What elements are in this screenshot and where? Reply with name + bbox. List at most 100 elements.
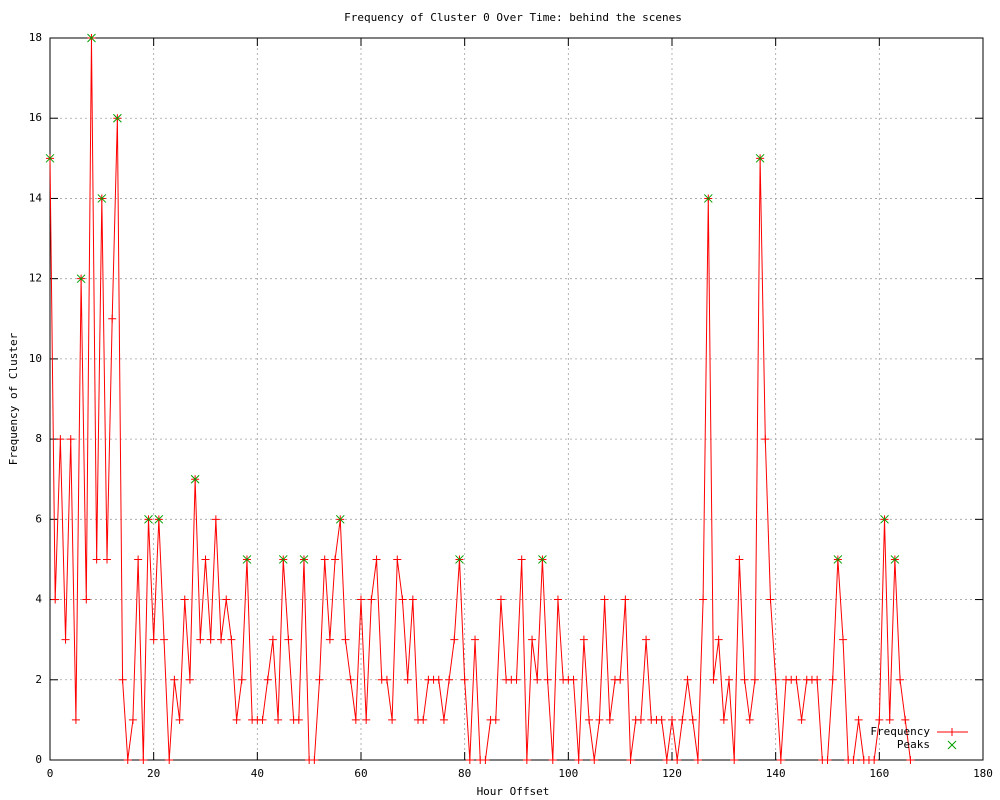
point-marker	[517, 555, 526, 564]
point-marker	[823, 756, 832, 764]
x-tick-label: 140	[766, 767, 786, 780]
y-tick-label: 6	[35, 512, 42, 525]
point-marker	[87, 33, 96, 43]
point-marker	[880, 514, 889, 524]
point-marker	[792, 675, 801, 684]
point-marker	[263, 675, 272, 684]
point-marker	[616, 675, 625, 684]
point-marker	[82, 595, 91, 604]
point-marker	[372, 555, 381, 564]
point-marker	[367, 595, 376, 604]
y-tick-label: 2	[35, 673, 42, 686]
point-marker	[45, 153, 55, 163]
point-marker	[403, 675, 412, 684]
point-marker	[626, 756, 635, 764]
y-tick-label: 14	[29, 191, 43, 204]
y-tick-label: 8	[35, 432, 42, 445]
point-marker	[66, 435, 75, 444]
point-marker	[128, 715, 137, 724]
point-marker	[71, 715, 80, 724]
point-marker	[439, 715, 448, 724]
point-marker	[901, 715, 910, 724]
point-marker	[735, 555, 744, 564]
point-marker	[294, 715, 303, 724]
point-marker	[434, 675, 443, 684]
point-marker	[896, 675, 905, 684]
point-marker	[512, 675, 521, 684]
point-marker	[331, 555, 340, 564]
y-tick-label: 16	[29, 111, 42, 124]
point-marker	[849, 756, 858, 764]
point-marker	[590, 756, 599, 764]
point-marker	[170, 675, 179, 684]
y-tick-label: 4	[35, 593, 42, 606]
point-marker	[201, 555, 210, 564]
point-marker	[636, 715, 645, 724]
x-tick-label: 20	[147, 767, 160, 780]
point-marker	[522, 756, 531, 764]
point-marker	[703, 194, 713, 203]
point-marker	[725, 675, 734, 684]
legend-label: Peaks	[897, 738, 930, 751]
point-marker	[398, 595, 407, 604]
point-marker	[56, 435, 65, 444]
y-tick-label: 18	[29, 31, 42, 44]
point-marker	[139, 756, 148, 764]
point-marker	[144, 514, 153, 524]
point-marker	[408, 595, 417, 604]
point-marker	[455, 555, 464, 564]
point-marker	[284, 635, 293, 644]
x-tick-label: 100	[558, 767, 578, 780]
point-marker	[325, 635, 334, 644]
point-marker	[211, 515, 220, 524]
point-marker	[678, 715, 687, 724]
point-marker	[206, 635, 215, 644]
point-marker	[605, 715, 614, 724]
point-marker	[217, 635, 226, 644]
point-marker	[382, 675, 391, 684]
x-tick-label: 60	[354, 767, 367, 780]
point-marker	[222, 595, 231, 604]
x-tick-label: 40	[251, 767, 264, 780]
point-marker	[906, 756, 915, 764]
point-marker	[579, 635, 588, 644]
point-marker	[481, 756, 490, 764]
point-marker	[278, 555, 288, 564]
point-marker	[553, 595, 562, 604]
point-marker	[673, 756, 682, 764]
point-marker	[362, 715, 371, 724]
point-marker	[61, 635, 70, 644]
point-marker	[108, 314, 117, 323]
point-marker	[528, 635, 537, 644]
point-marker	[642, 635, 651, 644]
point-marker	[668, 715, 676, 724]
point-marker	[533, 675, 542, 684]
point-marker	[242, 555, 252, 564]
point-marker	[445, 675, 454, 684]
point-marker	[548, 756, 557, 764]
point-marker	[335, 514, 345, 524]
point-marker	[299, 555, 309, 564]
point-marker	[393, 555, 402, 564]
point-marker	[714, 635, 723, 644]
point-marker	[761, 435, 770, 444]
point-marker	[496, 595, 505, 604]
point-marker	[315, 675, 324, 684]
point-marker	[813, 675, 822, 684]
point-marker	[699, 595, 708, 604]
point-marker	[538, 555, 547, 564]
point-marker	[854, 715, 863, 724]
point-marker	[870, 756, 879, 764]
y-tick-label: 12	[29, 272, 42, 285]
x-axis-label: Hour Offset	[477, 785, 550, 798]
point-marker	[585, 715, 594, 724]
point-marker	[160, 635, 169, 644]
point-marker	[419, 715, 428, 724]
point-marker	[709, 675, 718, 684]
point-marker	[662, 756, 671, 764]
point-marker	[113, 113, 122, 123]
legend-marker	[947, 740, 957, 750]
point-marker	[450, 635, 459, 644]
point-marker	[310, 756, 319, 764]
